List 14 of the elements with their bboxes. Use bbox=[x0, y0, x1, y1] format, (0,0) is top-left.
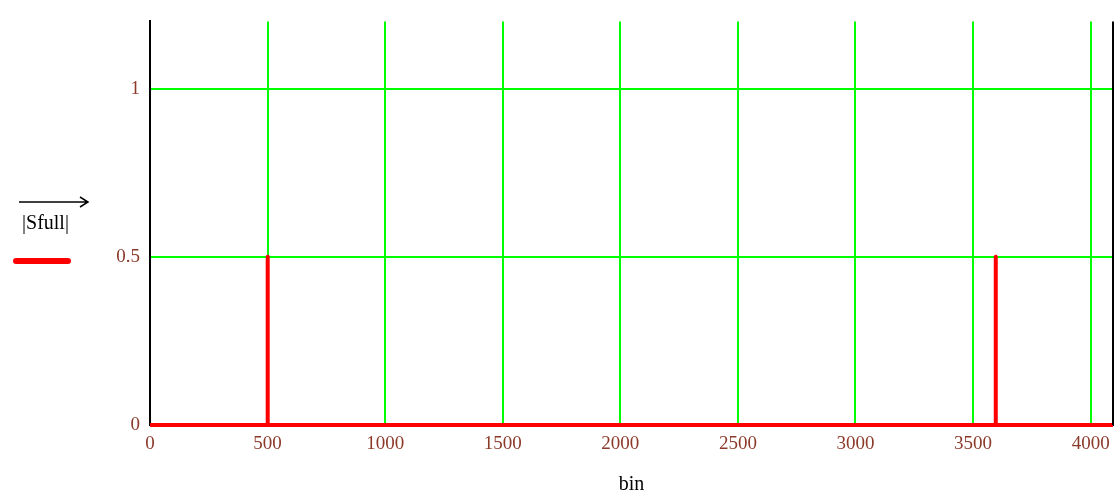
x-tick-label: 2500 bbox=[718, 432, 757, 454]
x-tick-label: 3000 bbox=[836, 432, 875, 454]
x-tick-label: 0 bbox=[145, 432, 155, 454]
x-tick-label: 1000 bbox=[366, 432, 405, 454]
x-axis-title: bin bbox=[618, 472, 645, 495]
x-tick-label: 2000 bbox=[601, 432, 640, 454]
y-tick-label: 1 bbox=[130, 76, 140, 98]
y-tick-label: 0.5 bbox=[116, 244, 140, 266]
x-tick-label: 1500 bbox=[483, 432, 522, 454]
x-tick-label: 500 bbox=[253, 432, 282, 454]
x-tick-label: 4000 bbox=[1071, 432, 1110, 454]
y-axis-title: |Sfull| bbox=[22, 210, 69, 234]
x-tick-label: 3500 bbox=[954, 432, 993, 454]
y-tick-label: 0 bbox=[130, 412, 140, 434]
